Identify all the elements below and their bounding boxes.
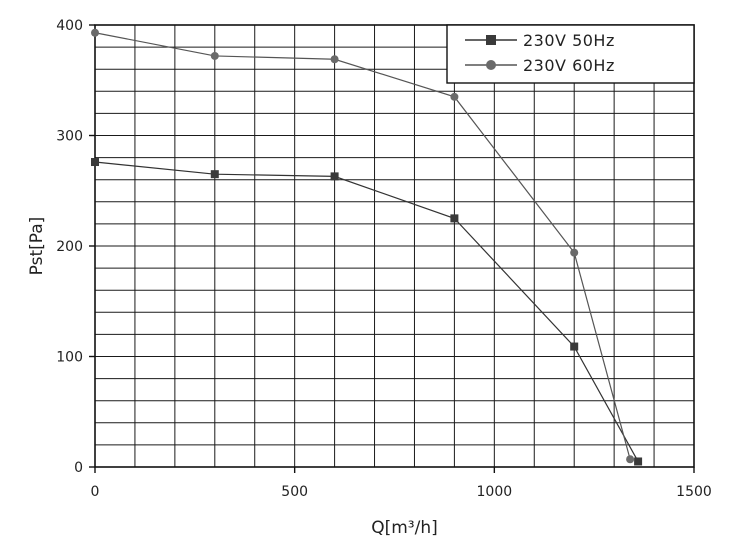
legend-box — [446, 24, 695, 84]
y-tick-label: 300 — [56, 129, 83, 145]
data-point-circle — [91, 28, 99, 37]
x-tick-label: 0 — [91, 484, 100, 500]
legend-marker-circle — [486, 60, 496, 70]
legend-items: 230V 50Hz 230V 60Hz — [465, 31, 615, 75]
legend-marker-square — [486, 35, 496, 45]
series-line — [94, 32, 631, 460]
y-tick-label: 100 — [56, 350, 83, 366]
series-2 — [91, 28, 635, 464]
data-point-circle — [330, 55, 339, 64]
series-line — [94, 161, 639, 462]
data-point-circle — [450, 92, 459, 101]
x-tick-label: 500 — [281, 484, 308, 500]
data-point-circle — [570, 248, 579, 257]
y-tick-label: 400 — [56, 18, 83, 34]
data-point-square — [210, 170, 219, 179]
data-point-square — [450, 214, 459, 223]
series-1 — [91, 158, 643, 466]
x-axis-tick-labels: 0 500 1000 1500 — [91, 467, 712, 500]
data-point-square — [570, 342, 579, 351]
data-point-square — [634, 457, 643, 466]
x-tick-label: 1500 — [676, 484, 712, 500]
x-tick-label: 1000 — [477, 484, 513, 500]
data-point-square — [91, 158, 99, 167]
legend-item: 230V 60Hz — [465, 56, 615, 75]
legend-item: 230V 50Hz — [465, 31, 615, 50]
y-tick-label: 200 — [56, 239, 83, 255]
x-axis-title: Q[m³/h] — [371, 518, 438, 538]
data-point-square — [330, 172, 339, 181]
y-axis-tick-labels: 0 100 200 300 400 — [56, 18, 95, 476]
legend-label: 230V 60Hz — [523, 56, 615, 75]
y-axis-title: Pst[Pa] — [27, 217, 47, 276]
legend-label: 230V 50Hz — [523, 31, 615, 50]
data-point-circle — [210, 51, 219, 60]
series-layer — [91, 28, 643, 466]
data-point-circle — [626, 455, 635, 464]
y-tick-label: 0 — [74, 460, 83, 476]
legend: 230V 50Hz 230V 60Hz — [446, 24, 695, 84]
